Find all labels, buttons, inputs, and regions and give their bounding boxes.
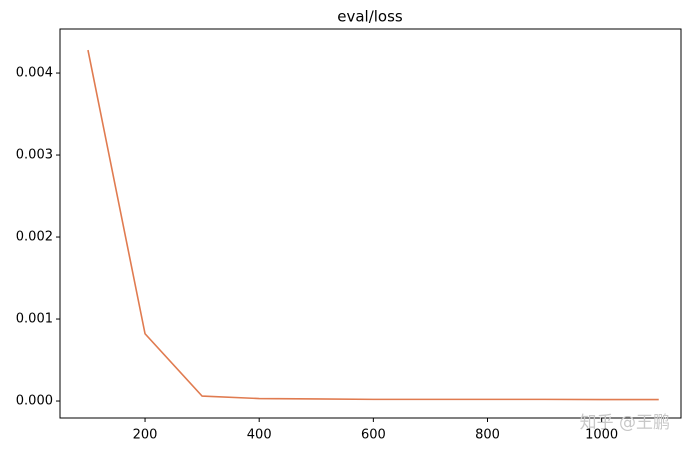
x-tick-label: 200 xyxy=(133,428,158,443)
y-tick-label: 0.004 xyxy=(16,66,53,81)
x-tick-label: 1000 xyxy=(585,428,618,443)
y-tick-label: 0.002 xyxy=(16,230,53,245)
y-tick-label: 0.001 xyxy=(16,312,53,327)
watermark: 知乎 @王鹏 xyxy=(580,413,670,433)
plot-frame xyxy=(59,28,682,419)
chart-title: eval/loss xyxy=(337,8,403,26)
x-tick-label: 600 xyxy=(361,428,386,443)
x-tick-label: 400 xyxy=(247,428,272,443)
y-tick-label: 0.000 xyxy=(16,394,53,409)
y-tick-label: 0.003 xyxy=(16,148,53,163)
line xyxy=(87,49,659,401)
x-tick-label: 800 xyxy=(475,428,500,443)
